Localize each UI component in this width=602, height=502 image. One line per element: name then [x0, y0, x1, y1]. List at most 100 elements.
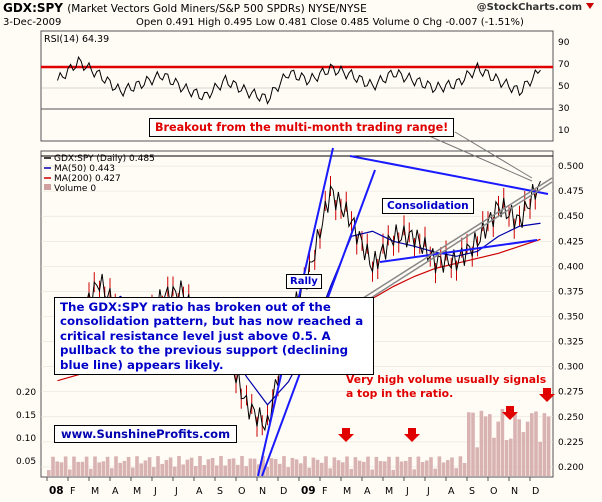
volume-bar — [63, 456, 68, 476]
volume-bar — [198, 456, 202, 476]
volume-bar — [378, 461, 383, 476]
volume-bar — [47, 470, 51, 476]
volume-bar — [416, 456, 421, 476]
website-link[interactable]: www.SunshineProfits.com — [54, 425, 238, 443]
x-tick-label: M — [385, 486, 393, 497]
price-tick-label: 0.475 — [558, 187, 584, 197]
volume-bar — [425, 460, 429, 476]
volume-bar — [412, 469, 416, 476]
menu-triangle-icon[interactable] — [586, 3, 594, 9]
volume-bar — [177, 456, 181, 476]
price-tick-label: 0.425 — [558, 237, 584, 247]
x-tick-label: J — [405, 486, 409, 497]
rsi-tick-label: 30 — [558, 104, 570, 114]
stockcharts-logo[interactable]: @StockCharts.com — [476, 2, 582, 13]
volume-bar — [324, 456, 328, 476]
volume-bar — [315, 459, 320, 476]
x-tick-label: A — [364, 486, 371, 497]
x-tick-label: M — [133, 486, 141, 497]
breakout-callout: Breakout from the multi-month trading ra… — [149, 118, 455, 137]
volume-bar — [366, 456, 370, 476]
x-tick-label: O — [490, 486, 497, 497]
volume-bar — [282, 456, 286, 476]
volume-bar — [387, 456, 391, 476]
legend-price: GDX:SPY (Daily) 0.485 — [54, 154, 155, 164]
volume-bar — [462, 462, 467, 476]
volume-bar — [450, 457, 454, 476]
volume-bar — [72, 456, 76, 476]
volume-bar — [181, 464, 185, 476]
volume-bar — [59, 462, 64, 476]
x-tick-label: N — [259, 486, 266, 497]
x-tick-label: N — [511, 486, 518, 497]
price-tick-label: 0.275 — [558, 388, 584, 398]
volume-bar — [55, 461, 59, 476]
rally-callout: Rally — [286, 274, 322, 289]
volume-bar — [458, 456, 463, 476]
volume-bar — [332, 457, 337, 476]
volume-bar — [227, 458, 232, 476]
volume-bar — [479, 410, 484, 476]
x-tick-label: S — [217, 486, 223, 497]
price-tick-label: 0.200 — [558, 463, 584, 473]
chart-date: 3-Dec-2009 — [3, 17, 62, 28]
subtitle: (Market Vectors Gold Miners/S&P 500 SPDR… — [67, 3, 367, 15]
volume-bar — [513, 412, 517, 476]
volume-bar — [404, 460, 408, 476]
volume-bar — [269, 458, 274, 476]
volume-bar — [391, 469, 395, 476]
volume-tick-label: 0.15 — [16, 411, 36, 421]
x-tick-label: D — [532, 486, 539, 497]
volume-bar — [76, 461, 80, 476]
volume-bar — [303, 456, 307, 476]
volume-bar — [433, 468, 437, 476]
symbol: GDX:SPY — [3, 1, 63, 15]
volume-bar — [290, 457, 295, 476]
volume-bar — [286, 467, 290, 476]
volume-bar — [173, 466, 177, 476]
volume-bar — [206, 459, 211, 476]
volume-bar — [374, 456, 379, 476]
volume-bar — [160, 463, 164, 476]
price-tick-label: 0.325 — [558, 338, 584, 348]
volume-bar — [517, 419, 521, 476]
price-tick-label: 0.250 — [558, 413, 584, 423]
volume-bar — [223, 465, 227, 476]
consolidation-support-line — [379, 239, 538, 263]
volume-bar — [357, 460, 362, 476]
volume-bar — [194, 465, 198, 476]
x-tick-label: A — [196, 486, 203, 497]
volume-bar — [164, 460, 169, 476]
volume-bar — [68, 469, 72, 476]
breakout-pointer-a — [454, 131, 533, 179]
volume-bar — [383, 461, 387, 476]
volume-bar — [475, 447, 479, 476]
volume-bar — [189, 457, 194, 476]
volume-bar — [420, 461, 425, 476]
volume-note-line-2: a top in the ratio. — [346, 387, 454, 400]
volume-bar — [135, 456, 139, 476]
volume-bar — [341, 462, 345, 476]
x-tick-label: F — [70, 486, 75, 497]
x-tick-label: 08 — [49, 485, 64, 497]
volume-bar — [492, 437, 496, 476]
volume-bar — [345, 456, 349, 476]
volume-bar — [215, 465, 219, 476]
volume-bar — [311, 457, 316, 476]
volume-bar — [252, 458, 257, 476]
legend: GDX:SPY (Daily) 0.485 MA(50) 0.443 MA(20… — [44, 154, 155, 194]
volume-bar — [156, 456, 160, 476]
rsi-series — [57, 55, 541, 105]
x-tick-label: S — [469, 486, 475, 497]
volume-bar — [399, 461, 404, 476]
volume-bar — [210, 458, 215, 476]
rising-support-line — [359, 177, 553, 301]
rsi-tick-label: 10 — [558, 126, 570, 136]
legend-swatch-volume — [44, 184, 51, 190]
rsi-tick-label: 50 — [558, 82, 570, 92]
volume-bar — [530, 413, 534, 476]
volume-bar — [483, 416, 488, 476]
volume-arrow — [338, 428, 354, 442]
volume-bar — [51, 456, 55, 476]
x-tick-label: 09 — [301, 485, 316, 497]
